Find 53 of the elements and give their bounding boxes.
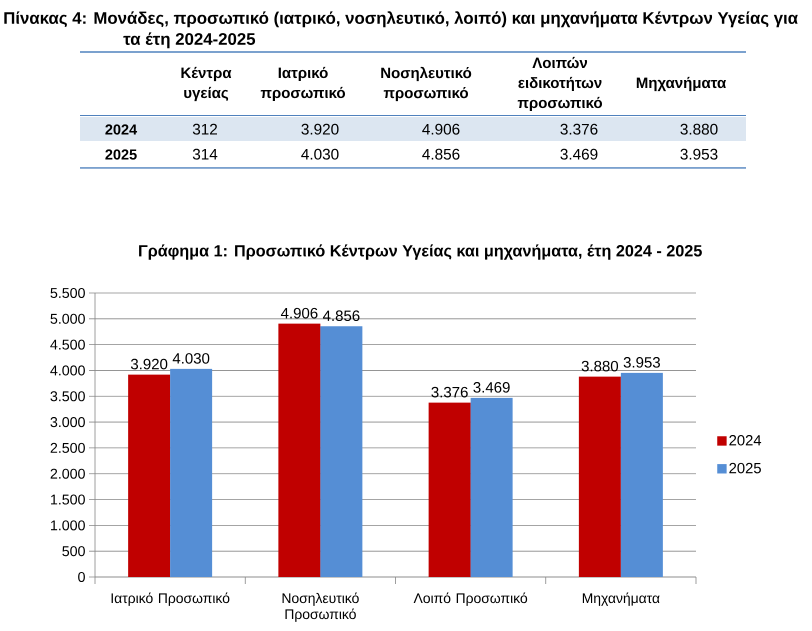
y-tick-label: 1.000 bbox=[51, 520, 85, 530]
x-tick-label: Νοσηλευτικό Προσωπικό bbox=[282, 592, 359, 622]
category-label: Κέντρα υγείας bbox=[181, 66, 232, 102]
data-label: 4.856 bbox=[322, 310, 360, 322]
bar bbox=[578, 376, 621, 577]
data-label: 3.880 bbox=[582, 360, 618, 372]
category-label: Λοιπών ειδικοτήτων προσωπικό bbox=[518, 56, 602, 112]
y-tick-label: 1.500 bbox=[51, 494, 85, 505]
x-tick-label: Ιατρικό Προσωπικό bbox=[112, 592, 230, 606]
bar bbox=[128, 374, 170, 577]
y-tick-label: 5.000 bbox=[50, 314, 85, 324]
bar bbox=[620, 372, 663, 577]
y-tick-label: 2.000 bbox=[50, 468, 85, 479]
category-label: 2024 bbox=[105, 124, 138, 135]
y-tick-label: 4.500 bbox=[50, 340, 85, 350]
data-label: 3.376 bbox=[431, 386, 468, 398]
bar bbox=[428, 402, 471, 577]
text: 312 bbox=[192, 124, 218, 135]
bar bbox=[320, 326, 362, 577]
bar bbox=[170, 368, 212, 577]
text: 3.953 bbox=[680, 148, 718, 160]
category-label: Νοσηλευτικό προσωπικό bbox=[381, 66, 472, 102]
category-label: Ιατρικό προσωπικό bbox=[260, 66, 346, 102]
text: 3.880 bbox=[680, 124, 718, 135]
x-tick-label: Μηχανήματα bbox=[582, 592, 660, 606]
y-tick-label: 4.000 bbox=[50, 365, 85, 376]
text: 3.920 bbox=[301, 124, 339, 135]
bar bbox=[470, 398, 513, 577]
text: 314 bbox=[192, 148, 218, 160]
text: 4.030 bbox=[301, 148, 339, 160]
text: 4.906 bbox=[422, 124, 460, 135]
y-tick-label: 500 bbox=[62, 546, 85, 556]
text: 3.376 bbox=[560, 124, 598, 135]
data-label: 4.030 bbox=[172, 353, 210, 364]
text: 3.469 bbox=[560, 148, 598, 160]
text: Πίνακας 4: Μονάδες, προσωπικό (ιατρικό, νοσηλευτικό, λοιπό) και μηχανήματα Κέντρων Υγείας για τα έτη 2024-2025 bbox=[4, 11, 798, 48]
y-tick-label: 2.500 bbox=[50, 442, 85, 453]
y-tick-label: 0 bbox=[78, 572, 85, 582]
x-tick-label: Λοιπό Προσωπικό bbox=[414, 592, 528, 606]
category-label: 2025 bbox=[105, 149, 137, 160]
data-label: 3.920 bbox=[130, 358, 168, 370]
legend-label: 2025 bbox=[729, 462, 761, 474]
y-tick-label: 3.500 bbox=[50, 391, 85, 402]
legend-label: 2024 bbox=[729, 435, 762, 446]
data-label: 3.469 bbox=[473, 382, 510, 393]
y-tick-label: 3.000 bbox=[50, 417, 85, 428]
category-label: Μηχανήματα bbox=[636, 76, 726, 92]
data-label: 3.953 bbox=[624, 357, 660, 368]
y-tick-label: 5.500 bbox=[50, 288, 85, 298]
data-label: 4.906 bbox=[280, 308, 318, 318]
bar bbox=[278, 324, 320, 577]
text: 4.856 bbox=[422, 148, 460, 160]
chart-title: Γράφημα 1: Προσωπικό Κέντρων Υγείας και μηχανήματα, έτη 2024 - 2025 bbox=[139, 244, 702, 260]
